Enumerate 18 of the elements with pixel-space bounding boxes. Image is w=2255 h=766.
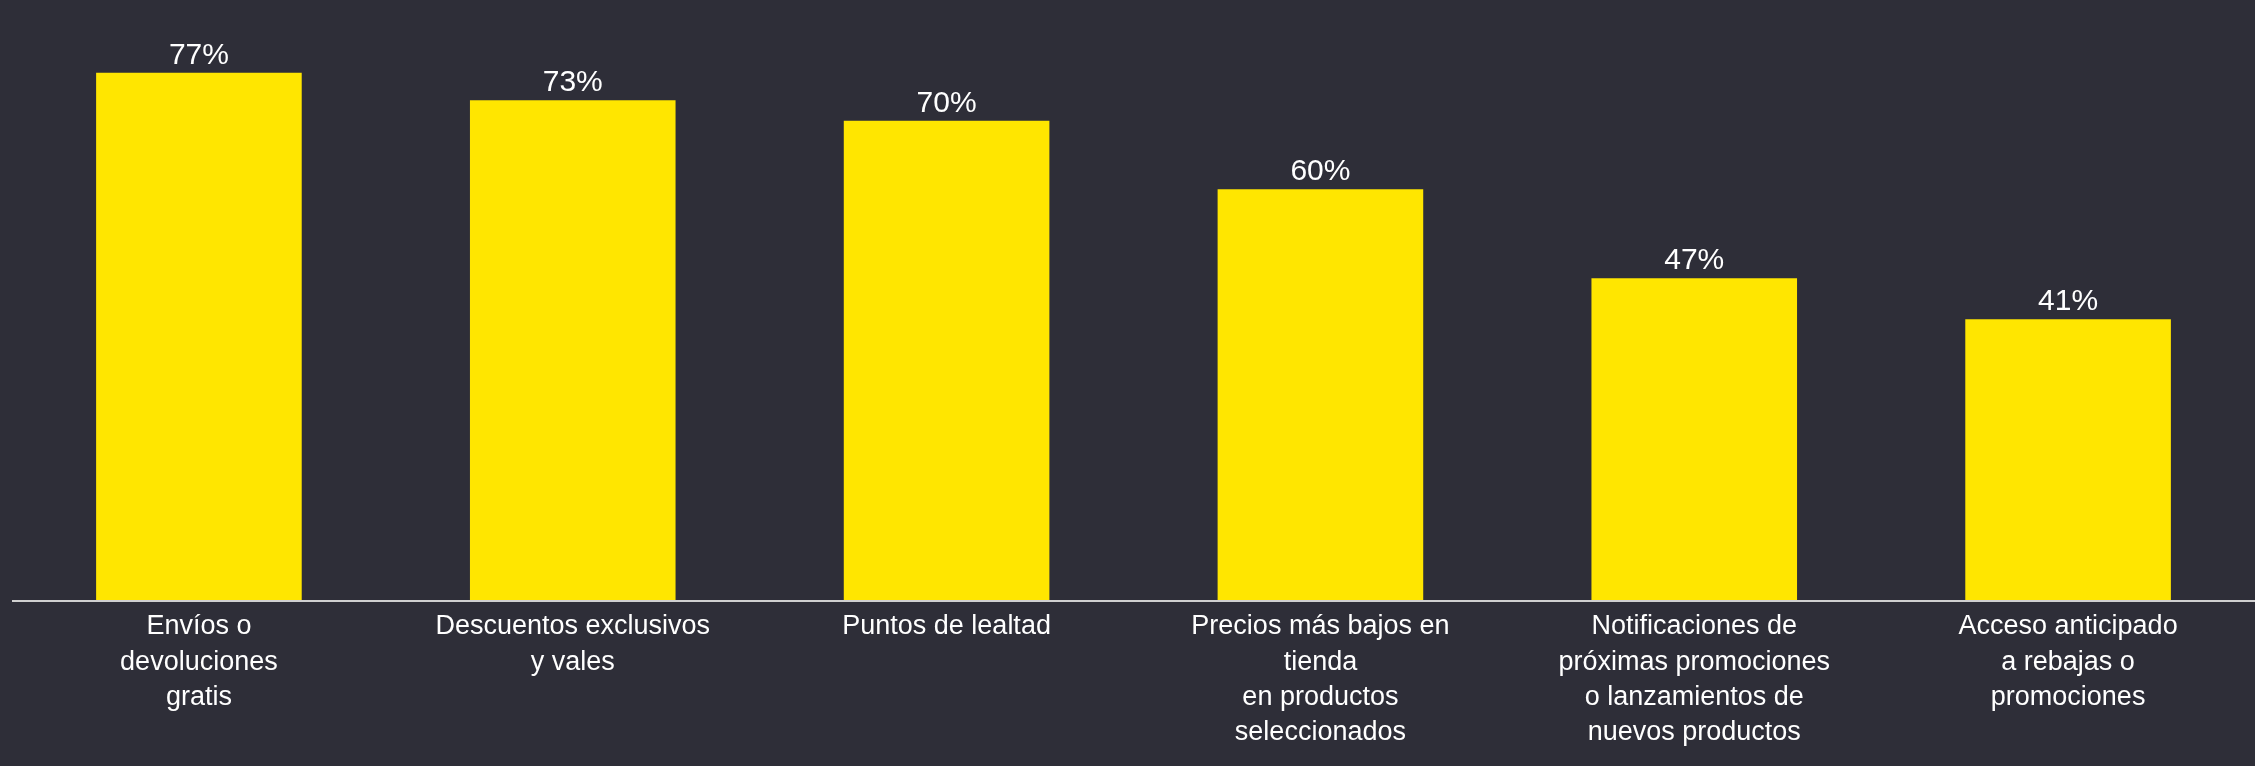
bar bbox=[1217, 189, 1424, 600]
bar bbox=[1591, 278, 1798, 600]
data-label: 73% bbox=[542, 64, 603, 98]
data-label: 77% bbox=[168, 36, 229, 70]
bar bbox=[469, 100, 676, 600]
bar bbox=[843, 120, 1050, 600]
data-label: 60% bbox=[1290, 153, 1351, 187]
data-label: 41% bbox=[2038, 283, 2099, 317]
x-tick-label: Precios más bajos en tienda en productos seleccionados bbox=[1191, 610, 1450, 746]
data-label: 47% bbox=[1664, 242, 1725, 276]
bar bbox=[96, 72, 302, 600]
x-tick-label: Envíos o devoluciones gratis bbox=[120, 610, 278, 711]
x-tick-label: Puntos de lealtad bbox=[842, 610, 1051, 641]
x-tick-label: Notificaciones de próximas promociones o lanzamientos de nuevos productos bbox=[1558, 610, 1831, 746]
data-label: 70% bbox=[916, 84, 977, 118]
bar bbox=[1965, 319, 2171, 600]
x-tick-label: Acceso anticipado a rebajas o promociones bbox=[1958, 610, 2178, 711]
x-tick-label: Descuentos exclusivos y vales bbox=[435, 610, 711, 676]
